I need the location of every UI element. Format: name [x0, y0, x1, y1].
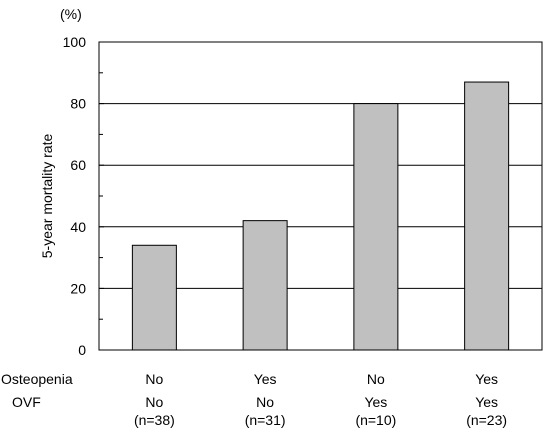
bar: [353, 103, 399, 351]
osteopenia-value: Yes: [254, 371, 277, 387]
bar: [242, 220, 288, 351]
ovf-value: No: [145, 394, 163, 410]
ovf-value: Yes: [475, 394, 498, 410]
labels: 0 20 40 60 80 100 No No (n=38) Yes No (n=31) No Yes (n…: [63, 34, 507, 428]
y-tick-label: 80: [70, 96, 86, 112]
y-tick-label: 100: [63, 34, 87, 50]
y-unit-label: (%): [60, 6, 82, 22]
bar: [464, 81, 510, 351]
y-axis-ticks: [99, 41, 104, 351]
y-tick-label: 60: [70, 157, 86, 173]
row-label-osteopenia: Osteopenia: [1, 371, 73, 387]
y-tick-label: 40: [70, 219, 86, 235]
ovf-value: No: [256, 394, 274, 410]
osteopenia-value: Yes: [475, 371, 498, 387]
y-axis-title: 5-year mortality rate: [39, 134, 55, 259]
row-label-ovf: OVF: [12, 394, 41, 410]
sample-size-label: (n=23): [466, 412, 507, 428]
ovf-value: Yes: [364, 394, 387, 410]
sample-size-label: (n=38): [134, 412, 175, 428]
sample-size-label: (n=10): [355, 412, 396, 428]
sample-size-label: (n=31): [245, 412, 286, 428]
osteopenia-value: No: [367, 371, 385, 387]
y-tick-label: 0: [78, 342, 86, 358]
osteopenia-value: No: [145, 371, 163, 387]
bars: [131, 81, 510, 351]
y-tick-label: 20: [70, 280, 86, 296]
bar: [131, 244, 177, 351]
